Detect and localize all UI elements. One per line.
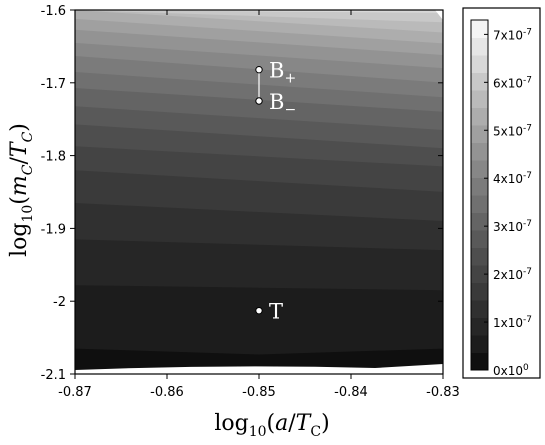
colorbar-band (471, 107, 488, 126)
colorbar-tick-label: 7x10-7 (493, 27, 532, 42)
y-tick-label: -1.6 (41, 4, 66, 19)
y-axis: -1.6 -1.7 -1.8 -1.9 -2 -2.1 (41, 4, 443, 383)
colorbar-band (471, 282, 488, 301)
y-tick-label: -2.1 (41, 368, 66, 383)
colorbar-band (471, 37, 488, 56)
colorbar-band (471, 247, 488, 266)
x-axis-title: log10(a/TC) (214, 411, 329, 440)
colorbar-band (471, 195, 488, 213)
marker-point (255, 306, 263, 315)
no-data-region-bottom (75, 364, 443, 374)
colorbar-band (471, 352, 488, 371)
colorbar-frame (470, 19, 489, 371)
colorbar-tick-label: 1x10-7 (493, 315, 532, 330)
plot-overlay (75, 10, 443, 374)
marker-label: T (269, 300, 283, 324)
colorbar-band (471, 230, 488, 248)
marker-label: B+ (269, 59, 296, 87)
colorbar-band (471, 300, 488, 318)
colorbar-band (471, 142, 488, 161)
colorbar-band (471, 177, 488, 196)
x-tick-label: -0.83 (426, 385, 460, 400)
marker-label: B− (269, 90, 296, 118)
contour-bands (75, 10, 443, 374)
colorbar-tick-label: 5x10-7 (493, 123, 532, 138)
x-axis: -0.87 -0.86 -0.85 -0.84 -0.83 (58, 10, 460, 400)
x-tick-label: -0.87 (58, 385, 92, 400)
colorbar-band (471, 265, 488, 283)
marker-points: B+ B− T (255, 59, 296, 324)
no-data-region-top (435, 10, 443, 20)
x-tick-label: -0.86 (150, 385, 184, 400)
x-tick-label: -0.84 (334, 385, 368, 400)
y-tick-label: -1.9 (41, 222, 66, 237)
colorbar-band (471, 90, 488, 108)
y-tick-label: -2 (53, 295, 66, 310)
colorbar-band (471, 72, 488, 91)
colorbar-band (471, 335, 488, 353)
x-tick-label: -0.85 (242, 385, 276, 400)
colorbar-tick-label: 6x10-7 (493, 75, 532, 90)
colorbar: 0x100 1x10-7 2x10-7 3x10-7 4x10-7 5x10-7 6x10-… (462, 7, 541, 379)
y-axis-title: log10(mC/TC) (7, 123, 36, 257)
colorbar-band (471, 160, 488, 178)
colorbar-band (471, 212, 488, 231)
colorbar-band (471, 317, 488, 336)
colorbar-band (471, 20, 488, 38)
marker-point (255, 65, 263, 74)
colorbar-box (462, 7, 541, 379)
colorbar-tick-label: 0x100 (493, 363, 529, 378)
colorbar-band (471, 125, 488, 143)
colorbar-tick-label: 2x10-7 (493, 267, 532, 282)
y-tick-label: -1.8 (41, 150, 66, 165)
y-tick-label: -1.7 (41, 77, 66, 92)
colorbar-tick-label: 3x10-7 (493, 219, 532, 234)
marker-point (255, 97, 263, 105)
colorbar-band (471, 55, 488, 73)
colorbar-tick-label: 4x10-7 (493, 171, 532, 186)
